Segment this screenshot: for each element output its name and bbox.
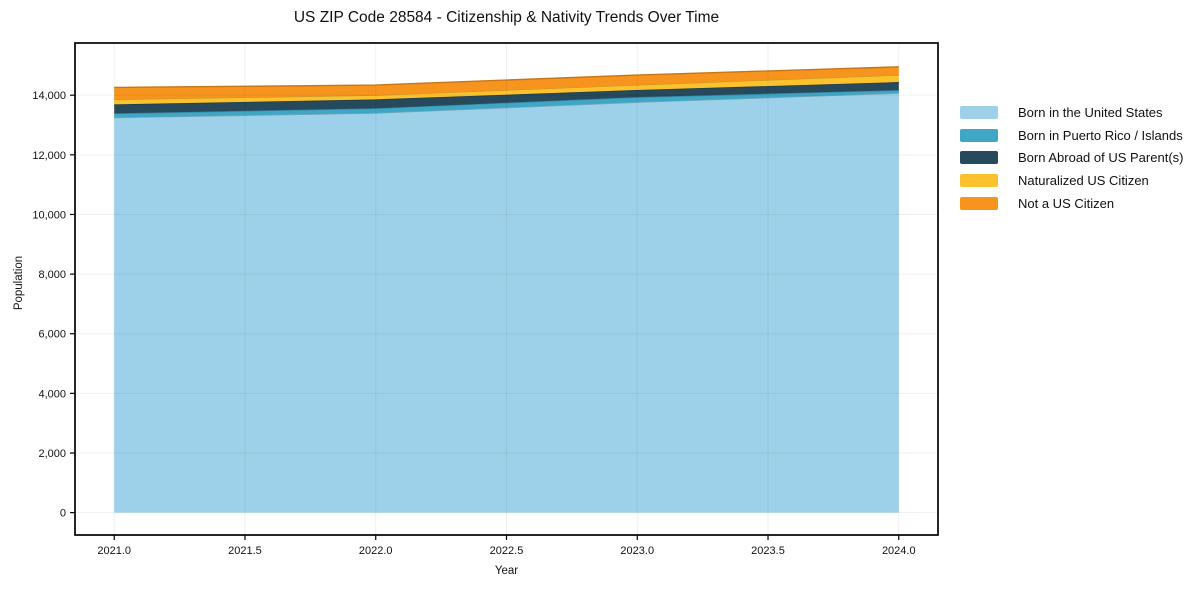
legend-label: Naturalized US Citizen (1018, 172, 1149, 188)
legend-swatch-icon (960, 196, 998, 210)
chart-title: US ZIP Code 28584 - Citizenship & Nativi… (293, 9, 720, 26)
y-tick-label: 14,000 (32, 90, 66, 102)
legend-label: Not a US Citizen (1018, 195, 1115, 211)
legend-swatch-icon (960, 173, 998, 187)
legend-swatch-icon (960, 151, 998, 165)
x-tick-label: 2021.5 (228, 545, 262, 557)
y-tick-label: 2,000 (38, 448, 66, 460)
area-edge-not-a-us-citizen (114, 66, 899, 89)
x-axis-label: Year (494, 565, 519, 577)
x-tick-label: 2022.0 (359, 545, 393, 557)
legend-item-born-abroad-of-us-parent-s: Born Abroad of US Parent(s) (960, 146, 1183, 169)
legend-swatch-icon (960, 128, 998, 142)
y-tick-label: 8,000 (38, 269, 66, 281)
area-born-in-the-united-states (114, 93, 899, 513)
legend-item-born-in-puerto-rico-islands: Born in Puerto Rico / Islands (960, 124, 1183, 147)
y-tick-label: 4,000 (38, 388, 66, 400)
legend-label: Born in Puerto Rico / Islands (1018, 127, 1183, 143)
y-axis-label: Population (13, 255, 25, 311)
x-tick-label: 2024.0 (882, 545, 916, 557)
x-tick-label: 2021.0 (97, 545, 131, 557)
area-not-a-us-citizen (114, 66, 899, 100)
y-tick-label: 10,000 (32, 209, 66, 221)
area-naturalized-us-citizen (114, 74, 899, 105)
legend-item-born-in-the-united-states: Born in the United States (960, 101, 1183, 124)
legend: Born in the United States Born in Puerto … (960, 101, 1183, 214)
y-tick-label: 12,000 (32, 150, 66, 162)
area-born-in-puerto-rico-islands (114, 90, 899, 118)
y-tick-label: 6,000 (38, 329, 66, 341)
legend-swatch-icon (960, 105, 998, 119)
x-tick-label: 2023.5 (751, 545, 785, 557)
x-tick-label: 2022.5 (490, 545, 524, 557)
legend-item-naturalized-us-citizen: Naturalized US Citizen (960, 169, 1183, 192)
legend-label: Born in the United States (1018, 104, 1163, 120)
legend-label: Born Abroad of US Parent(s) (1018, 150, 1184, 166)
legend-item-not-a-us-citizen: Not a US Citizen (960, 192, 1183, 215)
x-tick-label: 2023.0 (620, 545, 654, 557)
y-tick-label: 0 (60, 508, 66, 520)
area-born-abroad-of-us-parent-s (114, 82, 899, 114)
